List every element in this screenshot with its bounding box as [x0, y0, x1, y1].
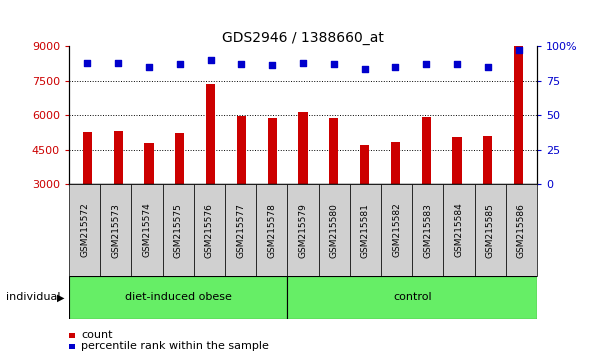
- Point: [360, 67, 370, 72]
- Point: [175, 61, 185, 67]
- Point: [83, 60, 92, 65]
- Point: [298, 60, 308, 65]
- FancyBboxPatch shape: [225, 184, 256, 276]
- Point: [329, 61, 338, 67]
- Bar: [145, 143, 154, 184]
- Text: GSM215583: GSM215583: [424, 202, 432, 258]
- Text: GSM215586: GSM215586: [517, 202, 526, 258]
- Text: GSM215576: GSM215576: [205, 202, 214, 258]
- FancyBboxPatch shape: [506, 184, 537, 276]
- Text: GSM215575: GSM215575: [174, 202, 182, 258]
- Point: [421, 61, 431, 67]
- Bar: [514, 46, 523, 184]
- Point: [452, 61, 462, 67]
- Bar: [360, 145, 369, 184]
- Bar: [391, 142, 400, 184]
- Bar: [175, 133, 184, 184]
- Bar: [422, 117, 431, 184]
- FancyBboxPatch shape: [319, 184, 350, 276]
- Point: [391, 64, 400, 69]
- FancyBboxPatch shape: [443, 184, 475, 276]
- Point: [113, 60, 123, 65]
- Bar: [268, 118, 277, 184]
- Text: ▶: ▶: [57, 292, 65, 302]
- FancyBboxPatch shape: [194, 184, 225, 276]
- Point: [206, 57, 215, 63]
- FancyBboxPatch shape: [163, 184, 194, 276]
- Bar: [483, 136, 493, 184]
- FancyBboxPatch shape: [381, 184, 412, 276]
- FancyBboxPatch shape: [100, 184, 131, 276]
- FancyBboxPatch shape: [412, 184, 443, 276]
- FancyBboxPatch shape: [475, 184, 506, 276]
- Point: [268, 63, 277, 68]
- Text: GSM215573: GSM215573: [112, 202, 120, 258]
- Bar: [83, 132, 92, 184]
- Bar: [113, 131, 123, 184]
- Bar: [329, 118, 338, 184]
- FancyBboxPatch shape: [69, 276, 287, 319]
- Text: individual: individual: [6, 292, 61, 302]
- FancyBboxPatch shape: [69, 184, 100, 276]
- FancyBboxPatch shape: [350, 184, 381, 276]
- Bar: [298, 112, 308, 184]
- Text: count: count: [81, 330, 113, 340]
- Text: GSM215572: GSM215572: [80, 203, 89, 257]
- FancyBboxPatch shape: [287, 184, 319, 276]
- Text: percentile rank within the sample: percentile rank within the sample: [81, 341, 269, 351]
- Point: [144, 64, 154, 69]
- Text: GSM215582: GSM215582: [392, 203, 401, 257]
- Text: GSM215581: GSM215581: [361, 202, 370, 258]
- Point: [514, 47, 523, 53]
- Text: GSM215578: GSM215578: [267, 202, 276, 258]
- Bar: [237, 115, 246, 184]
- Point: [483, 64, 493, 69]
- Point: [236, 61, 246, 67]
- Text: GSM215574: GSM215574: [143, 203, 151, 257]
- Text: control: control: [393, 292, 431, 302]
- Bar: [452, 137, 461, 184]
- FancyBboxPatch shape: [287, 276, 537, 319]
- Text: GSM215579: GSM215579: [299, 202, 308, 258]
- Title: GDS2946 / 1388660_at: GDS2946 / 1388660_at: [222, 31, 384, 45]
- Text: GSM215584: GSM215584: [455, 203, 464, 257]
- Text: GSM215585: GSM215585: [486, 202, 494, 258]
- Text: GSM215580: GSM215580: [330, 202, 338, 258]
- Text: diet-induced obese: diet-induced obese: [125, 292, 232, 302]
- FancyBboxPatch shape: [256, 184, 287, 276]
- Bar: [206, 84, 215, 184]
- Text: GSM215577: GSM215577: [236, 202, 245, 258]
- FancyBboxPatch shape: [131, 184, 163, 276]
